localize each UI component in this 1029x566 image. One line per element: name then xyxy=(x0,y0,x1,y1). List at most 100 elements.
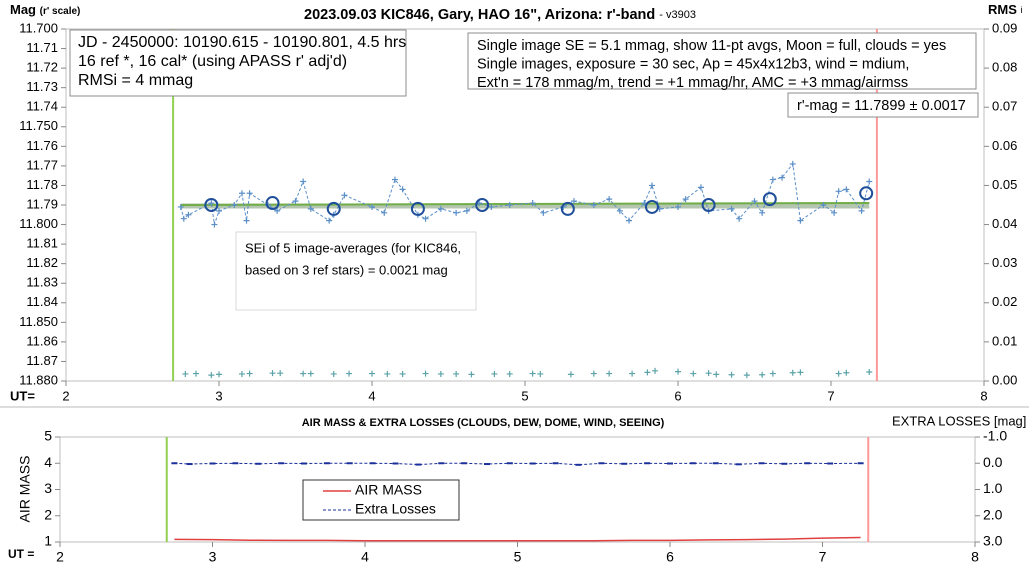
point xyxy=(274,207,281,214)
x-tick-label: 3 xyxy=(215,388,222,403)
point xyxy=(728,205,735,212)
series-line xyxy=(180,162,870,225)
y-tick-label: 3 xyxy=(44,480,52,496)
y2-tick-label: 0.03 xyxy=(992,255,1017,270)
point xyxy=(769,370,776,377)
point xyxy=(326,217,333,224)
point xyxy=(797,369,804,376)
point xyxy=(216,207,222,214)
point xyxy=(231,202,238,208)
average-point xyxy=(265,196,280,211)
y2-label: EXTRA LOSSES [mag] xyxy=(892,413,1026,428)
point xyxy=(437,205,444,212)
point xyxy=(506,202,513,208)
average-point xyxy=(644,199,659,214)
point xyxy=(743,372,750,379)
y2-tick-label: 3.0 xyxy=(983,533,1003,549)
annotation-box xyxy=(235,231,477,311)
y2-tick-label: 0.02 xyxy=(992,294,1017,309)
point xyxy=(330,370,337,377)
point xyxy=(843,369,850,376)
average-point xyxy=(701,198,716,212)
point xyxy=(177,203,184,210)
y-tick-label: 1 xyxy=(44,533,52,549)
point xyxy=(246,190,253,197)
y-tick-label: 11.79 xyxy=(26,196,58,211)
legend-label: AIR MASS xyxy=(355,482,422,498)
point xyxy=(208,372,215,379)
point xyxy=(463,207,470,214)
average-point xyxy=(560,201,575,216)
annotation-text: r'-mag = 11.7899 ± 0.0017 xyxy=(797,98,966,114)
x-tick-label: 8 xyxy=(971,549,979,565)
point xyxy=(590,202,597,208)
y2-tick-label: -1.0 xyxy=(983,428,1007,444)
point xyxy=(238,370,245,377)
point xyxy=(690,370,697,377)
point xyxy=(866,178,873,185)
point xyxy=(820,202,827,208)
x-tick-label: 7 xyxy=(827,388,834,403)
point xyxy=(384,370,391,377)
point xyxy=(216,371,222,378)
point xyxy=(307,205,314,212)
y2-label: RMS i xyxy=(988,2,1023,17)
point xyxy=(468,371,475,378)
point xyxy=(736,215,743,222)
y-tick-label: 11.71 xyxy=(26,40,58,55)
annotation-text: Ext'n = 178 mmag/m, trend = +1 mmag/hr, … xyxy=(477,75,908,91)
point xyxy=(675,203,681,210)
point xyxy=(567,371,574,378)
y-tick-label: 5 xyxy=(44,428,52,444)
y-tick-label: 11.77 xyxy=(26,157,58,172)
series-line xyxy=(174,536,861,542)
average-point xyxy=(475,198,490,212)
point xyxy=(453,209,460,216)
y-tick-label: 11.74 xyxy=(26,99,58,114)
annotation-text: Single image SE = 5.1 mmag, show 11-pt a… xyxy=(477,38,946,54)
x-tick-label: 4 xyxy=(361,549,369,565)
y2-tick-label: 2.0 xyxy=(983,506,1003,522)
point xyxy=(369,370,375,377)
point xyxy=(705,370,712,377)
point xyxy=(300,370,307,377)
point xyxy=(341,192,348,199)
point xyxy=(369,203,375,210)
point xyxy=(540,209,547,216)
annotation-text: RMSi = 4 mmag xyxy=(78,72,193,89)
point xyxy=(789,160,796,167)
x-tick-label: 5 xyxy=(514,549,522,565)
point xyxy=(346,370,353,377)
point xyxy=(652,367,659,374)
x-tick-label: 4 xyxy=(368,388,375,403)
point xyxy=(789,369,796,376)
y-tick-label: 11.73 xyxy=(26,79,58,94)
y-label: AIR MASS xyxy=(17,456,33,523)
annotation-text: 16 ref *, 16 cal* (using APASS r' adj'd) xyxy=(78,53,347,70)
point xyxy=(697,184,704,191)
x-tick-label: 5 xyxy=(521,388,528,403)
point xyxy=(644,369,651,376)
point xyxy=(185,211,192,218)
y2-tick-label: 1.0 xyxy=(983,480,1003,496)
point xyxy=(831,209,838,216)
y-tick-label: 11.800 xyxy=(19,216,58,231)
y-tick-label: 11.84 xyxy=(26,294,58,309)
y-label: Mag (r' scale) xyxy=(10,2,80,17)
point xyxy=(797,217,804,224)
y-tick-label: 2 xyxy=(44,506,52,522)
y-tick-label: 11.750 xyxy=(19,118,58,133)
point xyxy=(211,221,218,228)
point xyxy=(606,196,613,203)
point xyxy=(751,198,758,205)
y2-tick-label: 0.0 xyxy=(983,454,1003,470)
point xyxy=(243,217,250,224)
point xyxy=(491,370,498,377)
point xyxy=(835,188,842,195)
y2-tick-label: 0.07 xyxy=(992,99,1017,114)
y-tick-label: 4 xyxy=(44,454,52,470)
average-point xyxy=(326,201,341,216)
point xyxy=(391,176,398,183)
point xyxy=(629,370,636,377)
average-point xyxy=(762,192,777,207)
